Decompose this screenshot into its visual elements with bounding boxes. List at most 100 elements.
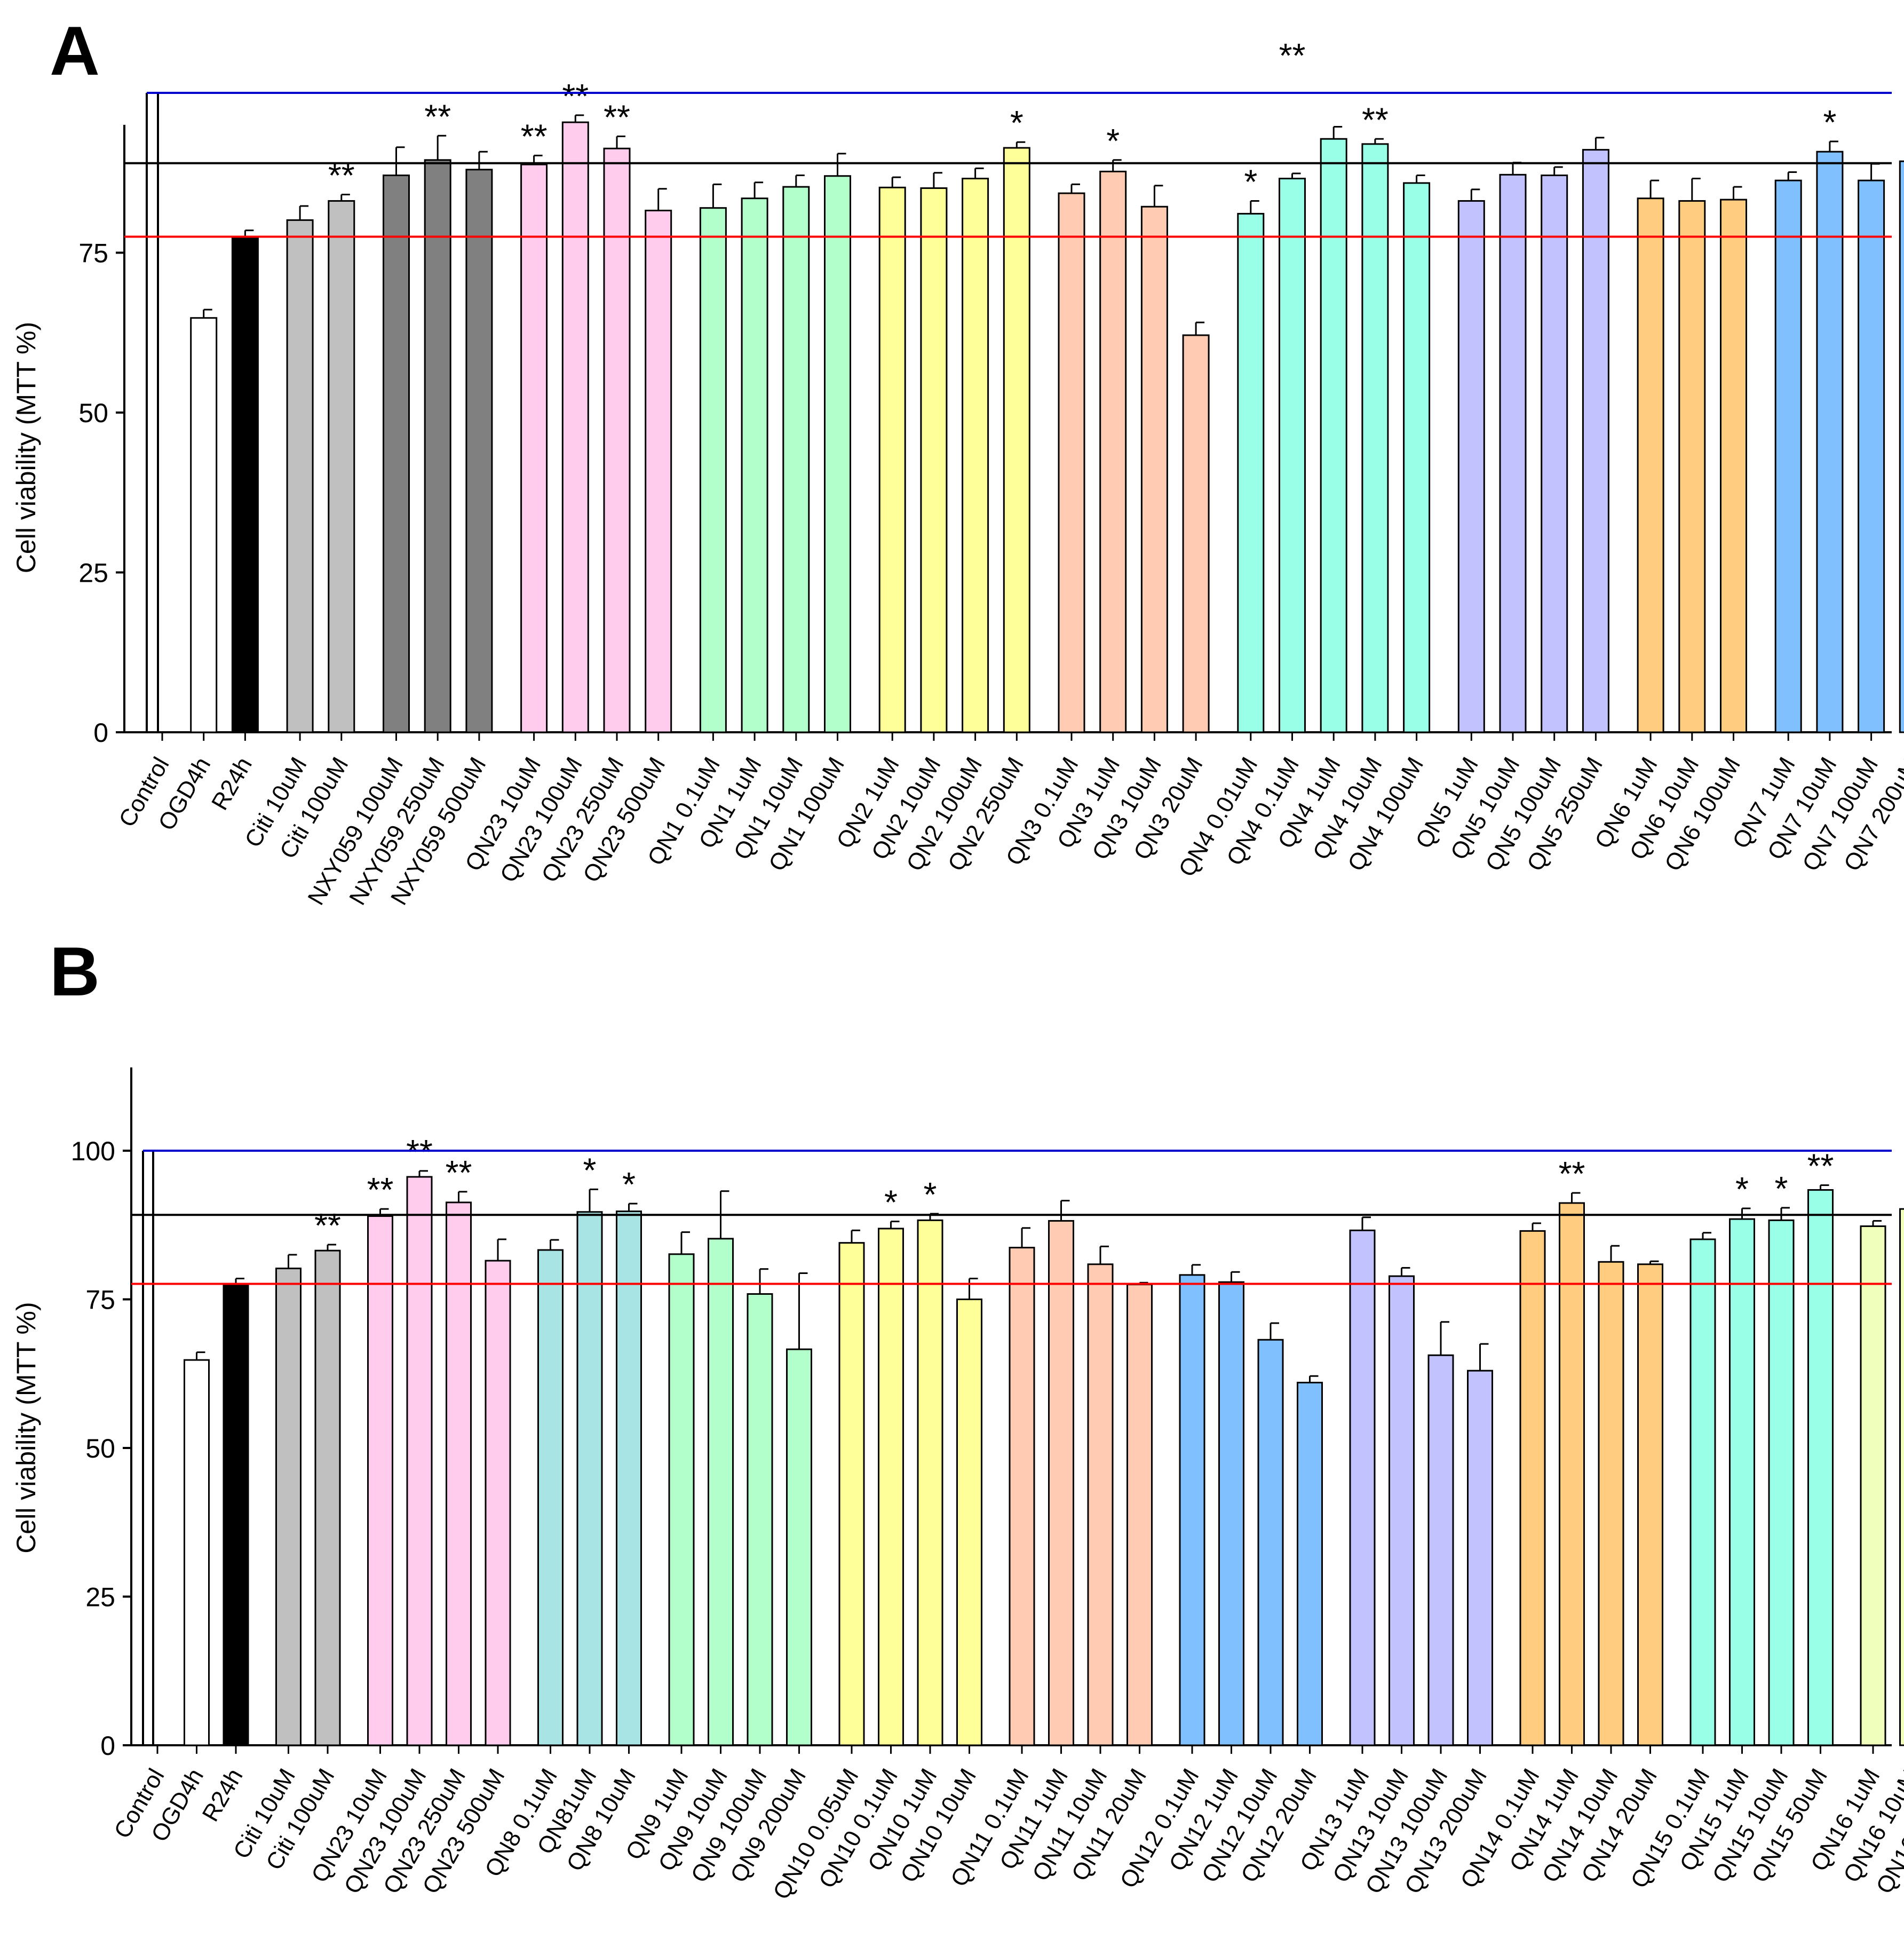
bar xyxy=(1858,179,1885,733)
y-tick-label: 75 xyxy=(78,239,108,268)
bar xyxy=(1860,1225,1886,1746)
bar xyxy=(1182,334,1210,733)
significance-marker: * xyxy=(1244,162,1257,201)
bar xyxy=(668,1253,695,1746)
bar xyxy=(275,1268,302,1746)
y-axis-label: Cell viability (MTT %) xyxy=(11,1302,41,1553)
bar xyxy=(1729,1218,1755,1746)
bar xyxy=(1403,182,1431,733)
bar xyxy=(383,175,410,733)
bar xyxy=(1499,173,1527,733)
y-tick-label: 0 xyxy=(100,1731,115,1761)
bar xyxy=(424,159,451,733)
significance-marker: * xyxy=(1823,103,1836,141)
significance-marker: ** xyxy=(1559,1154,1585,1193)
bar xyxy=(184,1359,210,1746)
bar xyxy=(786,1348,812,1746)
bar xyxy=(962,178,989,733)
bar xyxy=(520,163,548,733)
significance-marker: ** xyxy=(424,97,451,136)
bar xyxy=(1689,1238,1716,1746)
significance-marker: * xyxy=(924,1175,937,1214)
bar xyxy=(465,169,493,733)
bar xyxy=(485,1260,511,1746)
y-tick-label: 25 xyxy=(78,558,108,588)
significance-marker: * xyxy=(1775,1169,1788,1208)
bar xyxy=(1807,1189,1834,1746)
significance-marker: * xyxy=(583,1151,597,1189)
bar xyxy=(645,209,672,733)
y-tick-label: 25 xyxy=(85,1582,115,1612)
panel-label: A xyxy=(50,12,100,90)
bar xyxy=(561,121,589,733)
bar xyxy=(699,207,727,733)
bar xyxy=(1637,1263,1663,1746)
y-tick-label: 75 xyxy=(85,1285,115,1315)
significance-marker: ** xyxy=(604,98,630,136)
bar xyxy=(1598,1261,1624,1746)
bar xyxy=(1179,1274,1205,1746)
group-significance-marker: ** xyxy=(1279,36,1306,75)
bar xyxy=(1087,1263,1114,1746)
panel-label: B xyxy=(50,932,100,1010)
significance-marker: * xyxy=(622,1165,636,1204)
bar xyxy=(1899,160,1904,733)
bar xyxy=(1678,200,1706,733)
y-tick-label: 100 xyxy=(71,1136,115,1166)
bar xyxy=(1389,1275,1415,1746)
bar xyxy=(328,200,355,733)
bar xyxy=(878,186,906,733)
bar xyxy=(1541,175,1568,733)
bar xyxy=(1467,1370,1493,1746)
bar xyxy=(1099,170,1127,733)
bar xyxy=(708,1238,734,1746)
significance-marker: ** xyxy=(446,1153,472,1192)
bar xyxy=(314,1249,341,1746)
bar xyxy=(824,175,851,733)
bar xyxy=(1048,1220,1074,1746)
bar xyxy=(1320,138,1347,733)
bar xyxy=(223,1285,249,1746)
y-tick-label: 0 xyxy=(93,718,108,748)
bar xyxy=(956,1299,982,1746)
bar xyxy=(1349,1229,1376,1746)
bar xyxy=(190,317,218,733)
bar xyxy=(917,1219,943,1746)
bar xyxy=(1058,192,1085,733)
y-tick-label: 50 xyxy=(78,398,108,428)
bar xyxy=(1720,199,1747,733)
significance-marker: ** xyxy=(328,156,355,194)
bar xyxy=(920,187,948,733)
significance-marker: * xyxy=(1735,1170,1749,1208)
bar xyxy=(747,1293,773,1746)
significance-marker: ** xyxy=(562,77,589,115)
bar xyxy=(367,1215,393,1746)
significance-marker: * xyxy=(1010,104,1024,142)
bar xyxy=(406,1176,433,1746)
bar xyxy=(1140,205,1168,733)
significance-marker: ** xyxy=(314,1206,341,1245)
bar xyxy=(1003,147,1030,733)
significance-marker: * xyxy=(1106,122,1120,160)
significance-marker: ** xyxy=(1362,100,1389,139)
bar xyxy=(1457,200,1485,733)
bar xyxy=(1816,151,1844,733)
bar xyxy=(1519,1230,1546,1746)
significance-marker: ** xyxy=(367,1170,394,1209)
bar xyxy=(1237,212,1265,733)
bar xyxy=(1126,1284,1153,1746)
bar xyxy=(1768,1219,1795,1746)
y-tick-label: 50 xyxy=(85,1434,115,1463)
bar xyxy=(537,1249,564,1746)
bar xyxy=(231,237,259,733)
bar xyxy=(1009,1247,1035,1746)
significance-marker: ** xyxy=(521,117,548,155)
bar xyxy=(1279,178,1306,733)
bar xyxy=(1899,1208,1904,1746)
bar xyxy=(1637,197,1664,733)
y-axis-label: Cell viability (MTT %) xyxy=(11,322,41,573)
bar xyxy=(1297,1381,1323,1746)
bar xyxy=(782,186,810,733)
bar xyxy=(1361,143,1389,733)
